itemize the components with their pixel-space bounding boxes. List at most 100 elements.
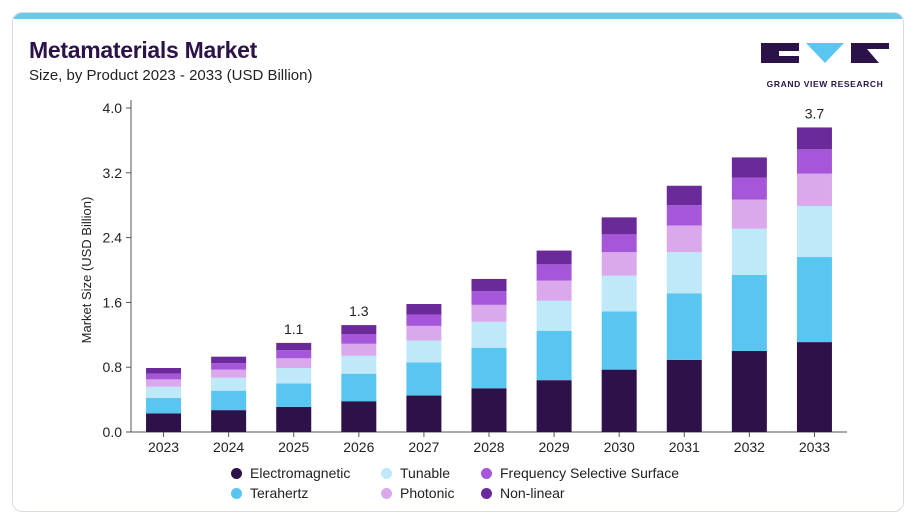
bar-segment	[211, 410, 247, 432]
legend-item: Non-linear	[481, 485, 565, 501]
bar-segment	[796, 257, 832, 343]
bar-segment	[341, 401, 377, 432]
x-tick-label: 2025	[278, 439, 309, 455]
bar-segment	[796, 173, 832, 207]
y-tick-label: 0.0	[103, 424, 123, 440]
legend-label: Non-linear	[500, 485, 565, 501]
y-tick-label: 0.8	[103, 359, 123, 375]
bar-segment	[406, 362, 442, 396]
bar-segment	[601, 217, 637, 235]
y-tick-label: 2.4	[103, 230, 123, 246]
legend-item: Photonic	[381, 485, 454, 501]
bar-segment	[471, 278, 507, 292]
bar-segment	[406, 340, 442, 363]
chart-subtitle: Size, by Product 2023 - 2033 (USD Billio…	[29, 67, 313, 84]
bar-segment	[796, 149, 832, 174]
bar-segment	[796, 342, 832, 432]
bar-segment	[146, 413, 182, 432]
bar-segment	[406, 314, 442, 326]
bar-segment	[471, 291, 507, 305]
y-tick-label: 3.2	[103, 165, 123, 181]
bar-segment	[471, 304, 507, 322]
legend-swatch-icon	[381, 487, 392, 499]
bar-segment	[731, 199, 767, 229]
y-tick-label: 4.0	[103, 100, 123, 116]
bar-segment	[536, 250, 572, 265]
bar-segment	[796, 206, 832, 258]
x-tick-label: 2028	[473, 439, 504, 455]
bar-segment	[536, 280, 572, 301]
legend-label: Electromagnetic	[250, 465, 351, 481]
logo-text: GRAND VIEW RESEARCH	[766, 79, 884, 89]
y-tick-label: 1.6	[103, 294, 123, 310]
y-axis-title: Market Size (USD Billion)	[79, 197, 94, 344]
x-tick-label: 2024	[213, 439, 244, 455]
x-tick-label: 2030	[604, 439, 635, 455]
bar-segment	[146, 386, 182, 398]
bar-segment	[601, 234, 637, 253]
bar-segment	[731, 157, 767, 178]
bar-segment	[666, 252, 702, 294]
bar-segment	[341, 333, 377, 344]
grand-view-research-logo: GRAND VIEW RESEARCH	[761, 41, 889, 91]
legend-swatch-icon	[231, 467, 242, 479]
bar-segment	[666, 225, 702, 253]
bar-segment	[406, 304, 442, 315]
bar-total-label: 3.7	[805, 105, 825, 121]
bar-segment	[666, 359, 702, 432]
bar-segment	[536, 300, 572, 331]
logo-mark-icon	[761, 43, 889, 63]
bar-segment	[146, 368, 182, 374]
x-tick-label: 2027	[408, 439, 439, 455]
bar-segment	[341, 343, 377, 356]
bar-segment	[536, 380, 572, 432]
legend-swatch-icon	[481, 487, 492, 499]
legend-swatch-icon	[381, 467, 392, 479]
labels: 1.1 1.3 3.7	[284, 105, 824, 336]
bar-segment	[731, 351, 767, 432]
bar-chart: 0.0 0.8 1.6 2.4 3.2 4.0 Market Size (USD Billi…	[79, 100, 847, 455]
bar-segment	[536, 330, 572, 381]
bar-segment	[471, 321, 507, 348]
x-tick-label: 2031	[669, 439, 700, 455]
x-tick-label: 2023	[148, 439, 179, 455]
x-tick-label: 2026	[343, 439, 374, 455]
bar-segment	[731, 177, 767, 200]
bar-segment	[146, 373, 182, 380]
bar-segment	[146, 379, 182, 387]
bar-segment	[406, 395, 442, 432]
bar-segment	[211, 363, 247, 370]
bar-segment	[601, 311, 637, 370]
bar-total-label: 1.1	[284, 321, 304, 337]
bar-segment	[471, 347, 507, 389]
bar-segment	[211, 356, 247, 364]
x-tick-label: 2033	[799, 439, 830, 455]
bar-segment	[276, 350, 312, 359]
legend-item: Electromagnetic	[231, 465, 350, 481]
bar-segment	[341, 373, 377, 402]
legend-label: Tunable	[400, 465, 451, 481]
bar-segment	[731, 274, 767, 351]
axes: 0.0 0.8 1.6 2.4 3.2 4.0 Market Size (USD Billi…	[79, 100, 847, 455]
bar-segment	[276, 406, 312, 432]
legend-swatch-icon	[231, 487, 242, 499]
bar-segment	[666, 185, 702, 206]
bar-segment	[276, 383, 312, 407]
bar-segment	[731, 228, 767, 275]
bar-segment	[276, 342, 312, 351]
bar-segment	[601, 252, 637, 276]
bar-segment	[666, 205, 702, 226]
x-tick-label: 2029	[539, 439, 570, 455]
bar-segment	[341, 355, 377, 374]
legend-label: Terahertz	[250, 485, 309, 501]
legend-item: Terahertz	[231, 485, 308, 501]
bar-total-label: 1.3	[349, 303, 369, 319]
bar-segment	[341, 325, 377, 334]
legend-label: Frequency Selective Surface	[500, 465, 679, 481]
bar-segment	[796, 127, 832, 150]
bars	[146, 127, 832, 432]
bar-segment	[666, 293, 702, 360]
bar-segment	[211, 390, 247, 411]
bar-segment	[536, 264, 572, 281]
accent-bar	[13, 13, 903, 19]
